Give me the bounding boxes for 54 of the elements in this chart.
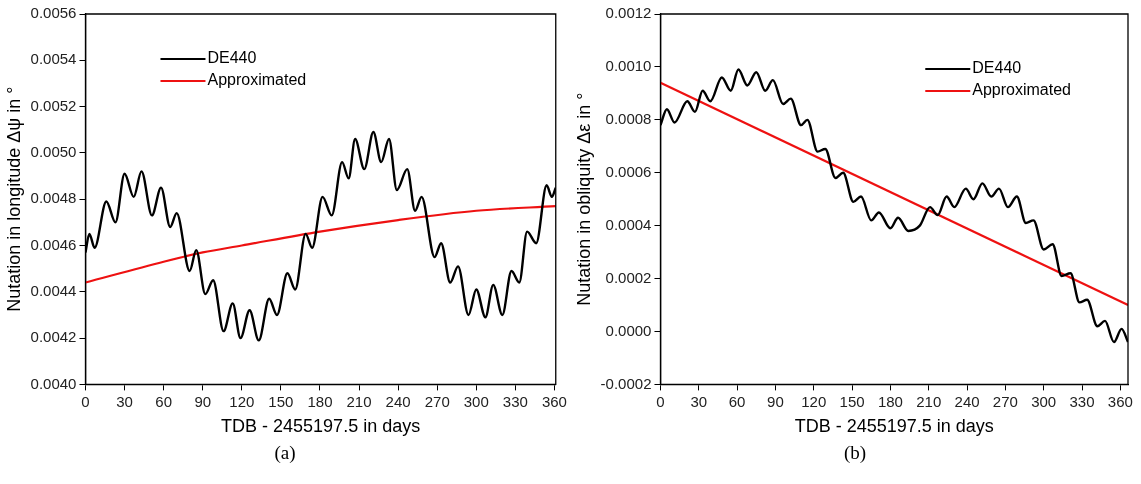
x-tick-label: 360 xyxy=(541,392,567,410)
x-tick-label: 60 xyxy=(155,392,172,410)
x-tick-label: 300 xyxy=(1031,392,1057,410)
y-tick-label: 0.0044 xyxy=(30,281,77,299)
x-tick-label: 240 xyxy=(385,392,411,410)
x-tick-label: 240 xyxy=(954,392,980,410)
x-axis-title: TDB - 2455197.5 in days xyxy=(221,416,421,437)
y-tick-label: 0.0046 xyxy=(30,235,77,253)
y-tick-label: 0.0002 xyxy=(605,268,652,286)
x-tick-label: 210 xyxy=(916,392,942,410)
y-tick-label: 0.0006 xyxy=(605,162,652,180)
y-tick-label: 0.0050 xyxy=(30,143,77,161)
x-tick-label: 360 xyxy=(1107,392,1133,410)
x-axis-title: TDB - 2455197.5 in days xyxy=(794,416,994,437)
y-tick-label: 0.0010 xyxy=(605,57,652,75)
y-tick-label: 0.0000 xyxy=(605,321,652,339)
text: (b) xyxy=(842,442,868,464)
x-tick-label: 0 xyxy=(81,392,90,410)
x-tick-label: 90 xyxy=(194,392,212,410)
x-tick-label: 0 xyxy=(656,392,665,410)
y-tick-label: 0.0048 xyxy=(30,189,77,207)
x-tick-label: 120 xyxy=(801,392,827,410)
line-series xyxy=(85,205,556,284)
y-tick-label: 0.0054 xyxy=(30,50,77,68)
y-tick-label: 0.0056 xyxy=(30,4,77,22)
x-tick-label: 180 xyxy=(307,392,333,410)
legend-label: DE440 xyxy=(972,59,1022,77)
y-tick-label: 0.0008 xyxy=(605,109,652,127)
y-axis-title: Nutation in obliquity Δε in ° xyxy=(573,92,594,306)
x-tick-label: 300 xyxy=(463,392,489,410)
x-tick-label: 270 xyxy=(424,392,450,410)
y-tick-label: 0.0040 xyxy=(30,374,77,392)
x-tick-label: 150 xyxy=(839,392,865,410)
x-tick-label: 60 xyxy=(728,392,746,410)
text: (a) xyxy=(273,442,297,464)
x-tick-label: 180 xyxy=(877,392,903,410)
x-tick-label: 120 xyxy=(229,392,255,410)
x-tick-label: 30 xyxy=(690,392,708,410)
y-tick-label: 0.0004 xyxy=(605,215,652,233)
y-axis-title: Nutation in longitude Δψ in ° xyxy=(3,86,24,312)
x-tick-label: 150 xyxy=(268,392,294,410)
x-tick-label: 210 xyxy=(346,392,372,410)
y-tick-label: 0.0052 xyxy=(30,96,77,114)
y-tick-label: 0.0012 xyxy=(605,4,652,22)
x-tick-label: 330 xyxy=(502,392,528,410)
legend-label: Approximated xyxy=(207,71,307,89)
y-tick-label: 0.0042 xyxy=(30,328,77,346)
x-tick-label: 270 xyxy=(992,392,1018,410)
x-tick-label: 330 xyxy=(1069,392,1095,410)
legend-label: Approximated xyxy=(972,81,1071,99)
x-tick-label: 90 xyxy=(767,392,784,410)
y-tick-label: -0.0002 xyxy=(600,374,652,392)
x-tick-label: 30 xyxy=(116,392,133,410)
legend-label: DE440 xyxy=(207,49,257,67)
